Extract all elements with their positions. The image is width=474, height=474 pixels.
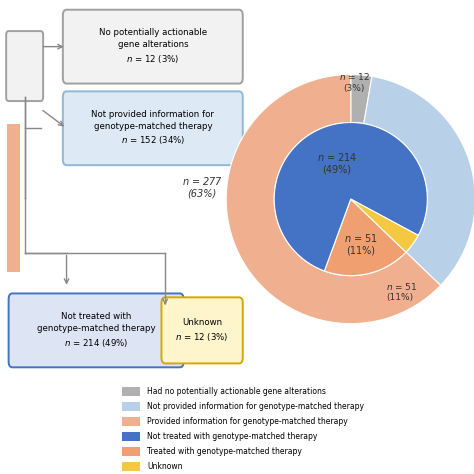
Text: Had no potentially actionable gene alterations: Had no potentially actionable gene alter… <box>147 387 326 396</box>
Bar <box>122 432 140 441</box>
FancyBboxPatch shape <box>162 297 243 364</box>
Text: No potentially actionable
gene alterations
$n$ = 12 (3%): No potentially actionable gene alteratio… <box>99 28 207 65</box>
Wedge shape <box>364 76 474 285</box>
Text: $n$ = 51
(11%): $n$ = 51 (11%) <box>344 232 378 255</box>
Bar <box>122 387 140 396</box>
Text: Not treated with genotype-matched therapy: Not treated with genotype-matched therap… <box>147 432 317 441</box>
Wedge shape <box>324 199 406 276</box>
Text: Unknown
$n$ = 12 (3%): Unknown $n$ = 12 (3%) <box>175 318 229 343</box>
Bar <box>122 402 140 411</box>
Text: Not treated with
genotype-matched therapy
$n$ = 214 (49%): Not treated with genotype-matched therap… <box>37 312 155 348</box>
Text: $n$ = 214
(49%): $n$ = 214 (49%) <box>317 151 357 174</box>
FancyBboxPatch shape <box>6 31 43 101</box>
Wedge shape <box>274 122 428 271</box>
FancyBboxPatch shape <box>63 91 243 165</box>
FancyBboxPatch shape <box>8 124 20 272</box>
Wedge shape <box>226 74 440 324</box>
Wedge shape <box>351 74 372 124</box>
Text: Provided information for genotype-matched therapy: Provided information for genotype-matche… <box>147 417 348 426</box>
Text: Not provided information for
genotype-matched therapy
$n$ = 152 (34%): Not provided information for genotype-ma… <box>91 110 214 146</box>
Text: Not provided information for genotype-matched therapy: Not provided information for genotype-ma… <box>147 402 364 411</box>
Text: $n$ = 51
(11%): $n$ = 51 (11%) <box>386 281 418 302</box>
Bar <box>122 417 140 426</box>
Wedge shape <box>351 199 418 252</box>
FancyBboxPatch shape <box>63 10 243 83</box>
Text: $n$ = 277
(63%): $n$ = 277 (63%) <box>182 175 223 198</box>
Text: $n$ = 12
(3%): $n$ = 12 (3%) <box>338 72 370 93</box>
Text: Unknown: Unknown <box>147 462 182 471</box>
Bar <box>122 462 140 471</box>
Text: Treated with genotype-matched therapy: Treated with genotype-matched therapy <box>147 447 302 456</box>
Bar <box>122 447 140 456</box>
FancyBboxPatch shape <box>9 293 183 367</box>
